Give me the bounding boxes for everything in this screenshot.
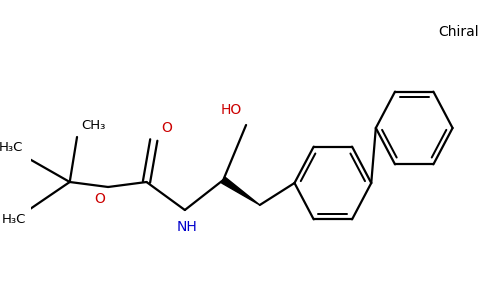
Text: NH: NH: [176, 220, 197, 234]
Polygon shape: [222, 177, 260, 205]
Text: HO: HO: [220, 103, 242, 117]
Text: O: O: [94, 192, 106, 206]
Text: CH₃: CH₃: [82, 119, 106, 132]
Text: O: O: [161, 121, 172, 135]
Text: H₃C: H₃C: [1, 213, 26, 226]
Text: H₃C: H₃C: [0, 141, 23, 154]
Text: Chiral: Chiral: [438, 25, 479, 39]
